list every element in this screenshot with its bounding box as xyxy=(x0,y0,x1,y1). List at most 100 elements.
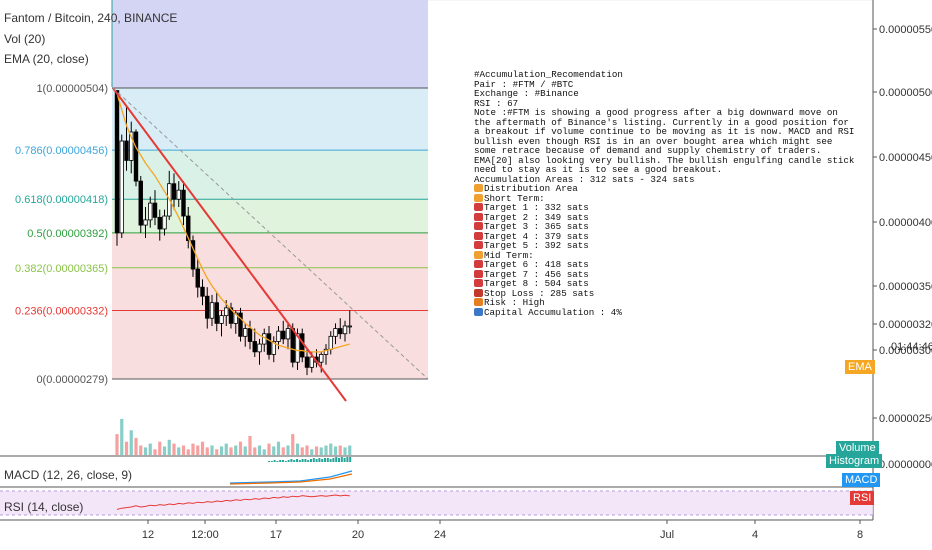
pin-icon xyxy=(474,269,483,278)
volume-bar xyxy=(329,443,333,455)
volume-bar xyxy=(348,445,352,455)
volume-bar xyxy=(319,447,323,455)
volume-bar xyxy=(243,446,247,455)
candle-body xyxy=(138,180,143,226)
analysis-note[interactable]: #Accumulation_Recomendation Pair : #FTM /… xyxy=(474,70,858,317)
macd-histogram-bar xyxy=(273,460,276,462)
note-text: Accumulation Areas : 312 sats - 324 sats xyxy=(474,173,695,185)
rsi-line xyxy=(116,494,350,510)
candle-body xyxy=(233,312,238,324)
candle-body xyxy=(285,328,291,340)
volume-bar xyxy=(314,446,319,455)
volume-bar xyxy=(267,443,271,455)
hand-icon xyxy=(474,184,483,192)
candle-body xyxy=(342,325,348,335)
note-line: Target 7 : 456 sats xyxy=(474,269,858,280)
ema-line xyxy=(116,92,350,353)
note-line: Accumulation Areas : 312 sats - 324 sats xyxy=(474,173,858,185)
price-tick-label: 0.00000320 xyxy=(879,319,932,331)
note-line: Distribution Area xyxy=(474,184,858,194)
hand-icon xyxy=(474,193,483,202)
volume-bar xyxy=(234,445,238,455)
volume-bar xyxy=(143,447,148,455)
pin-icon xyxy=(474,241,483,249)
candle-body xyxy=(162,215,167,230)
pin-icon xyxy=(474,203,483,211)
candle-body xyxy=(252,341,257,353)
macd-legend[interactable]: MACD (12, 26, close, 9) xyxy=(4,468,133,482)
candle-body xyxy=(143,219,148,226)
pin-icon xyxy=(474,212,483,221)
candle-body xyxy=(129,131,134,161)
note-text: Short Term: xyxy=(484,192,545,204)
price-tick-label: 0.00000350 xyxy=(879,281,932,293)
volume-bar xyxy=(153,449,157,455)
candle-body xyxy=(195,268,200,288)
macd-histogram-bar xyxy=(279,460,282,462)
note-text: Stop Loss : 285 sats xyxy=(484,287,595,299)
macd-histogram-bar xyxy=(340,457,343,462)
note-line: Target 5 : 392 sats xyxy=(474,241,858,251)
volume-bar xyxy=(134,437,138,455)
candle-body xyxy=(319,354,324,363)
candle-body xyxy=(176,189,181,200)
hand-icon xyxy=(474,250,483,259)
macd-histogram-bar xyxy=(332,458,335,462)
fib-label: 0.382(0.00000365) xyxy=(15,263,108,275)
pin-icon xyxy=(474,279,483,287)
macd-histogram-bar xyxy=(343,458,346,462)
macd-histogram-bar xyxy=(318,458,321,462)
macd-histogram-bar xyxy=(298,460,301,462)
candle-body xyxy=(295,333,300,363)
macd-histogram-bar xyxy=(276,461,279,462)
fib-label: 0.5(0.00000392) xyxy=(27,228,108,240)
volume-legend[interactable]: Vol (20) xyxy=(4,32,46,46)
note-line: Target 1 : 332 sats xyxy=(474,203,858,213)
candle-body xyxy=(228,307,234,324)
candle-body xyxy=(148,202,153,221)
candle-body xyxy=(181,189,186,217)
symbol-title[interactable]: Fantom / Bitcoin, 240, BINANCE xyxy=(4,11,178,25)
volume-bar xyxy=(205,447,209,455)
note-text: Mid Term: xyxy=(484,249,534,261)
note-line: Target 6 : 418 sats xyxy=(474,260,858,270)
note-text: Pair : #FTM / #BTC xyxy=(474,78,574,90)
note-text: Target 3 : 365 sats xyxy=(484,221,589,232)
rsi-legend[interactable]: RSI (14, close) xyxy=(4,500,84,514)
macd-line xyxy=(229,470,353,484)
candle-body xyxy=(333,328,338,337)
note-line: Pair : #FTM / #BTC xyxy=(474,78,858,90)
time-tick-label: 12 xyxy=(142,529,154,541)
volume-bar xyxy=(215,449,219,455)
volume-bar xyxy=(300,447,304,455)
warning-icon xyxy=(474,298,483,306)
fib-label: 0.236(0.00000332) xyxy=(15,305,108,317)
ema-legend[interactable]: EMA (20, close) xyxy=(4,52,89,66)
candle-body xyxy=(219,315,224,324)
pin-icon xyxy=(474,260,483,268)
volume-bar xyxy=(219,446,224,455)
price-tick-label: 0.00000400 xyxy=(879,217,932,229)
price-tick-label: 0.00000450 xyxy=(879,152,932,164)
volume-bar xyxy=(167,439,171,455)
price-tick-label: 0.00000550 xyxy=(879,24,932,36)
volume-bar xyxy=(124,441,129,455)
candle-body xyxy=(186,215,191,242)
volume-bar xyxy=(120,418,124,455)
countdown-label: 01:44:46 xyxy=(891,341,932,353)
volume-bar xyxy=(338,445,342,455)
note-line: Capital Accumulation : 4% xyxy=(474,307,858,318)
note-text: Target 4 : 379 sats xyxy=(484,230,589,242)
volume-bar xyxy=(324,445,328,455)
candle-body xyxy=(133,131,139,182)
candle-body xyxy=(124,140,129,161)
macd-histogram-bar xyxy=(310,459,312,462)
note-line: Risk : High xyxy=(474,298,858,308)
fib-label: 0.786(0.00000456) xyxy=(15,145,108,157)
candle-body xyxy=(290,328,295,363)
macd-histogram-bar xyxy=(338,458,340,462)
note-text: Target 6 : 418 sats xyxy=(484,259,589,270)
fib-label: 0(0.00000279) xyxy=(36,374,108,386)
macd-histogram-bar xyxy=(296,459,298,462)
